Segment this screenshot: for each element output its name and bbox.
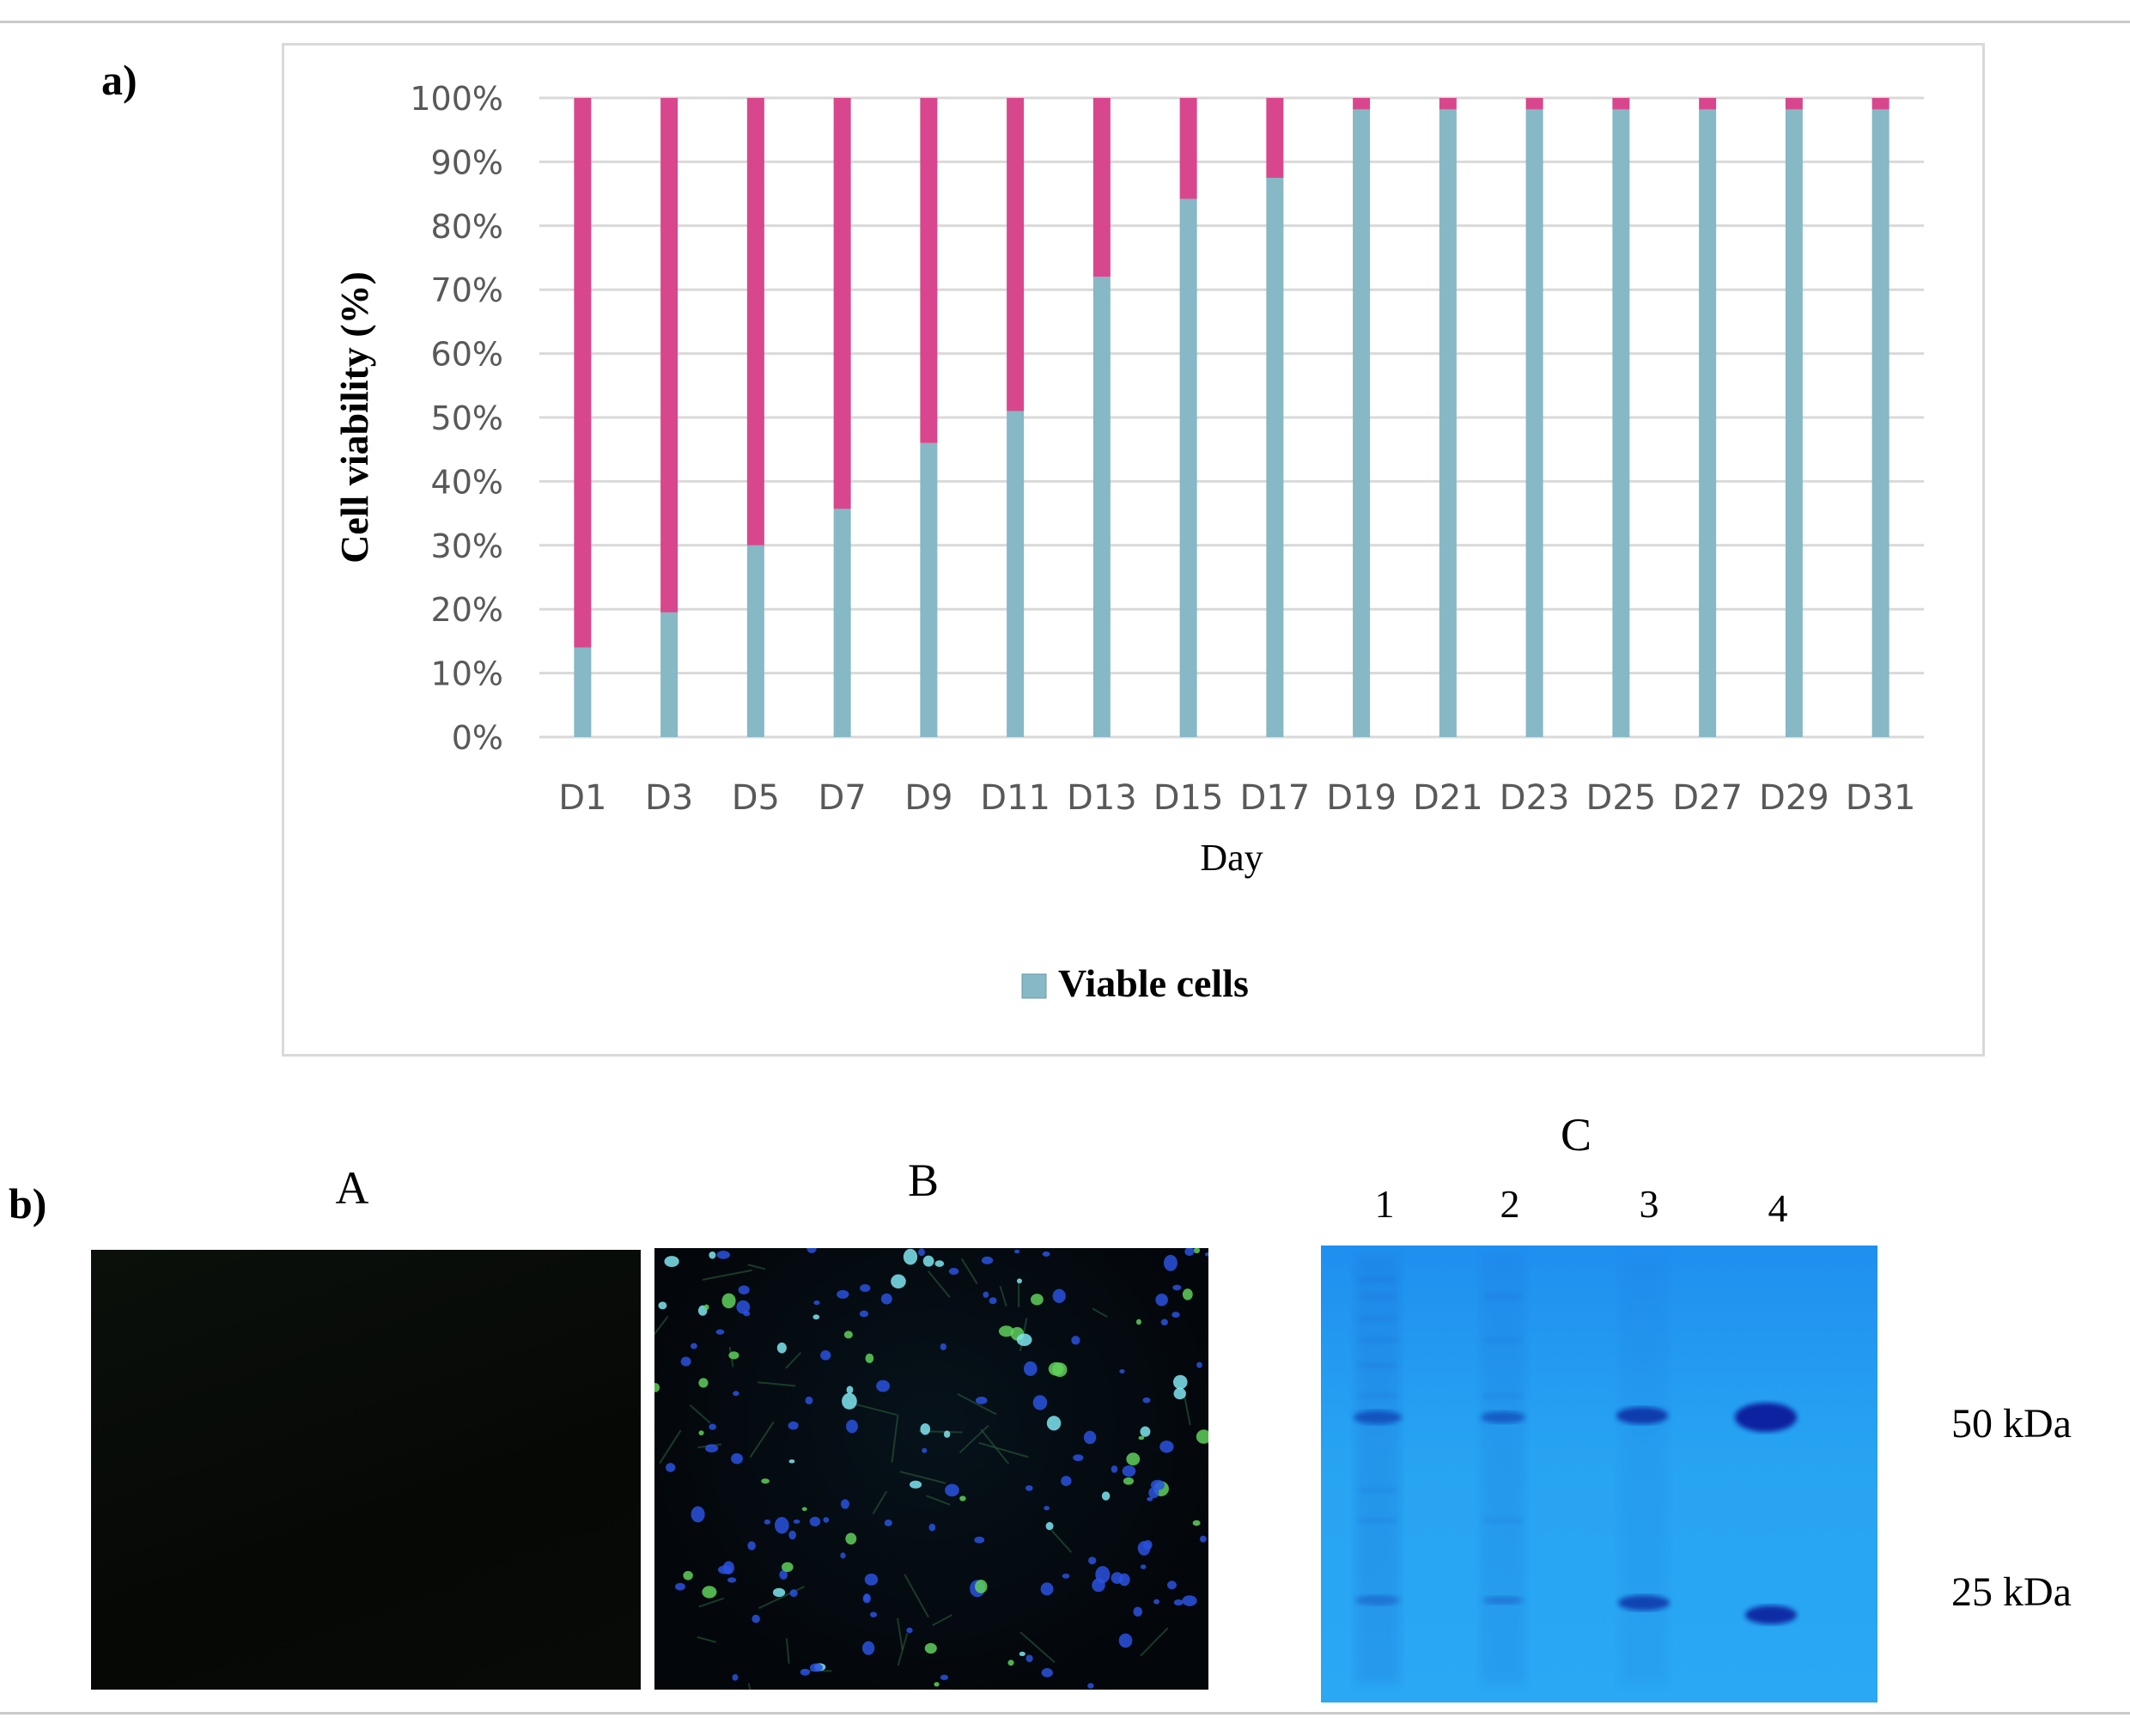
legend-swatch [1021, 973, 1047, 999]
x-tick-label: D9 [904, 778, 952, 818]
bar-viable [1266, 178, 1284, 737]
marker-50-kda: 50 kDa [1951, 1401, 2072, 1447]
legend-label: Viable cells [1058, 961, 1249, 1005]
viability-chart: 0% 10% 20% 30% 40% 50% 60% 70% 80% 90% 100% D1 D3 D5 D… [332, 80, 1924, 1005]
bar-nonviable [1525, 98, 1543, 110]
x-tick-label: D3 [645, 778, 693, 818]
image-b-title: B [907, 1154, 940, 1206]
bar-nonviable [1007, 98, 1025, 411]
x-tick-label: D21 [1413, 778, 1483, 818]
microscopy-image-a [91, 1250, 641, 1690]
bar-nonviable [1353, 98, 1371, 110]
y-tick-label: 90% [431, 143, 503, 181]
stained-cells [654, 1248, 1208, 1690]
bar-nonviable [1179, 98, 1197, 199]
panel-b-label: b) [9, 1179, 47, 1227]
x-tick-label: D5 [732, 778, 780, 818]
bar-viable [1612, 109, 1630, 738]
y-tick-label: 100% [410, 80, 503, 118]
y-tick-label: 10% [431, 655, 503, 693]
x-tick-label: D19 [1326, 778, 1397, 818]
bar-viable [1699, 109, 1717, 738]
y-tick-label: 50% [431, 399, 503, 437]
bar-nonviable [920, 98, 938, 443]
y-tick-label: 70% [431, 271, 503, 309]
gel-lane-label-2: 2 [1500, 1182, 1520, 1226]
x-axis-label: Day [1200, 837, 1263, 879]
bar-viable [746, 545, 764, 737]
x-tick-label: D27 [1672, 778, 1743, 818]
x-tick-label: D7 [819, 778, 867, 818]
bar-nonviable [1871, 98, 1890, 110]
bar-nonviable [746, 98, 764, 545]
y-tick-label: 40% [431, 463, 503, 501]
image-c-title: C [1560, 1109, 1592, 1160]
gel-lane-label-3: 3 [1639, 1182, 1659, 1226]
panel-a-label: a) [101, 56, 137, 104]
bar-viable [1785, 109, 1803, 738]
x-tick-label: D15 [1153, 778, 1224, 818]
x-tick-label: D17 [1240, 778, 1311, 818]
y-tick-label: 20% [431, 591, 503, 629]
bar-nonviable [1439, 98, 1457, 110]
bar-nonviable [833, 98, 851, 509]
bottom-rule [0, 1712, 2130, 1715]
marker-25-kda: 25 kDa [1951, 1569, 2072, 1615]
y-tick-label: 0% [452, 719, 503, 757]
bar-nonviable [574, 98, 592, 648]
gel-lane-label-1: 1 [1374, 1182, 1395, 1226]
x-tick-label: D13 [1067, 778, 1137, 818]
bar-viable [1007, 411, 1025, 737]
bar-nonviable [1612, 98, 1630, 110]
bar-viable [1353, 109, 1371, 738]
bar-viable [574, 647, 592, 737]
x-tick-label: D23 [1500, 778, 1570, 818]
bar-viable [833, 509, 851, 737]
x-tick-label: D25 [1586, 778, 1657, 818]
microscopy-image-b [654, 1248, 1208, 1690]
bar-nonviable [1266, 98, 1284, 178]
bar-nonviable [660, 98, 679, 612]
x-tick-label: D31 [1846, 778, 1916, 818]
top-rule [0, 21, 2130, 23]
sds-page-gel [1321, 1246, 1877, 1702]
x-tick-label: D1 [558, 778, 606, 818]
bar-nonviable [1699, 98, 1717, 110]
bar-nonviable [1785, 98, 1803, 110]
bar-viable [1871, 109, 1890, 738]
bar-viable [1525, 109, 1543, 738]
y-axis-label: Cell viability (%) [332, 271, 376, 563]
bar-nonviable [1092, 98, 1111, 277]
y-tick-label: 60% [431, 336, 503, 374]
gel-lane-label-4: 4 [1768, 1186, 1788, 1230]
x-tick-label: D11 [980, 778, 1050, 818]
x-tick-label: D29 [1759, 778, 1829, 818]
bar-viable [920, 442, 938, 737]
bar-viable [1092, 277, 1111, 737]
y-tick-label: 30% [431, 527, 503, 565]
bar-viable [660, 612, 679, 737]
bar-viable [1179, 198, 1197, 737]
y-tick-label: 80% [431, 208, 503, 246]
image-a-title: A [335, 1162, 369, 1214]
gel-bands [1354, 1254, 1797, 1684]
bar-viable [1439, 109, 1457, 738]
